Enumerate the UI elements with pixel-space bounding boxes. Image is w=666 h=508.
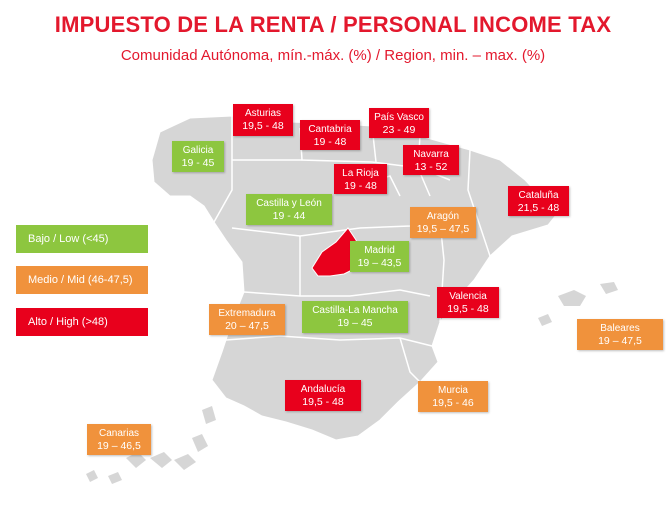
region-name: Madrid [364, 245, 395, 256]
baleares-islands [538, 282, 618, 326]
region-name: Aragón [426, 211, 460, 222]
region-value: 19 – 45 [337, 317, 373, 329]
region-value: 19,5 - 48 [242, 120, 284, 132]
region-name: Cantabria [308, 124, 352, 135]
region-label-galicia: Galicia 19 - 45 [172, 141, 224, 172]
region-label-castilla-y-leon: Castilla y León 19 - 44 [246, 194, 332, 225]
region-value: 23 - 49 [382, 124, 416, 136]
region-label-canarias: Canarias 19 – 46,5 [87, 424, 151, 455]
region-name: Castilla y León [256, 198, 322, 209]
legend-mid: Medio / Mid (46-47,5) [16, 266, 148, 294]
region-name: Canarias [98, 428, 140, 439]
region-name: Murcia [437, 385, 468, 396]
region-label-valencia: Valencia 19,5 - 48 [437, 287, 499, 318]
region-value: 19,5 - 48 [447, 303, 489, 315]
region-label-navarra: Navarra 13 - 52 [403, 145, 459, 175]
region-value: 19,5 - 46 [432, 397, 474, 409]
region-name: Baleares [600, 323, 640, 334]
region-name: País Vasco [374, 112, 424, 123]
region-name: Galicia [182, 145, 214, 156]
region-label-aragon: Aragón 19,5 – 47,5 [410, 207, 476, 238]
region-label-asturias: Asturias 19,5 - 48 [233, 104, 293, 136]
region-label-pais-vasco: País Vasco 23 - 49 [369, 108, 429, 138]
region-value: 19,5 – 47,5 [416, 223, 470, 235]
region-value: 19 – 46,5 [97, 440, 141, 452]
map-title: IMPUESTO DE LA RENTA / PERSONAL INCOME T… [54, 12, 612, 37]
map-subtitle: Comunidad Autónoma, mín.-máx. (%) / Regi… [120, 47, 546, 64]
region-value: 13 - 52 [414, 161, 448, 173]
region-name: Andalucía [300, 384, 346, 395]
region-label-madrid: Madrid 19 – 43,5 [350, 241, 409, 272]
region-name: Cataluña [518, 190, 559, 201]
region-label-baleares: Baleares 19 – 47,5 [577, 319, 663, 350]
region-name: Navarra [413, 149, 449, 160]
region-name: Asturias [244, 108, 282, 119]
region-label-cataluna: Cataluña 21,5 - 48 [508, 186, 569, 216]
region-value: 19 - 48 [344, 180, 377, 192]
region-value: 19,5 - 48 [302, 396, 344, 408]
region-label-murcia: Murcia 19,5 - 46 [418, 381, 488, 412]
canarias-islands [86, 406, 216, 484]
region-value: 19 – 47,5 [598, 335, 642, 347]
region-label-extremadura: Extremadura 20 – 47,5 [209, 304, 285, 335]
region-name: Valencia [449, 291, 487, 302]
region-value: 19 - 44 [272, 210, 306, 222]
legend-high: Alto / High (>48) [16, 308, 148, 336]
region-label-la-rioja: La Rioja 19 - 48 [334, 164, 387, 194]
region-value: 19 - 45 [181, 157, 215, 169]
region-value: 19 - 48 [313, 136, 347, 148]
region-value: 21,5 - 48 [517, 202, 560, 214]
region-label-cantabria: Cantabria 19 - 48 [300, 120, 360, 150]
region-label-castilla-la-mancha: Castilla-La Mancha 19 – 45 [302, 301, 408, 333]
region-value: 19 – 43,5 [357, 257, 402, 269]
region-name: Castilla-La Mancha [312, 305, 398, 316]
region-name: Extremadura [218, 308, 276, 319]
legend-low: Bajo / Low (<45) [16, 225, 148, 253]
region-value: 20 – 47,5 [225, 320, 269, 332]
region-name: La Rioja [342, 168, 379, 179]
region-label-andalucia: Andalucía 19,5 - 48 [285, 380, 361, 411]
